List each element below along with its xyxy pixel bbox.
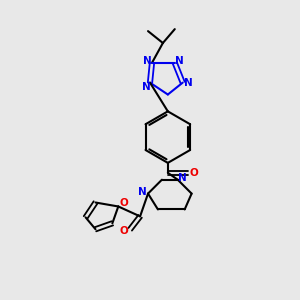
- Text: N: N: [138, 187, 146, 196]
- Text: N: N: [175, 56, 184, 66]
- Text: O: O: [120, 199, 129, 208]
- Text: N: N: [184, 78, 193, 88]
- Text: O: O: [189, 168, 198, 178]
- Text: O: O: [120, 226, 129, 236]
- Text: N: N: [143, 56, 152, 66]
- Text: N: N: [178, 173, 187, 183]
- Text: N: N: [142, 82, 150, 92]
